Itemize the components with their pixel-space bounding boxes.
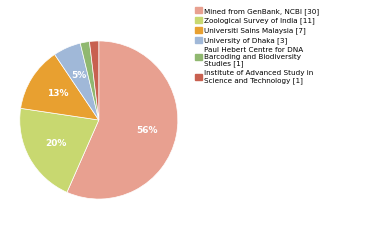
Wedge shape <box>80 42 99 120</box>
Text: 56%: 56% <box>136 126 157 135</box>
Wedge shape <box>89 41 99 120</box>
Wedge shape <box>21 54 99 120</box>
Text: 5%: 5% <box>71 71 87 80</box>
Text: 13%: 13% <box>47 89 68 98</box>
Wedge shape <box>20 108 99 192</box>
Text: 20%: 20% <box>45 139 66 148</box>
Wedge shape <box>55 43 99 120</box>
Legend: Mined from GenBank, NCBI [30], Zoological Survey of India [11], Universiti Sains: Mined from GenBank, NCBI [30], Zoologica… <box>194 6 321 85</box>
Wedge shape <box>67 41 178 199</box>
